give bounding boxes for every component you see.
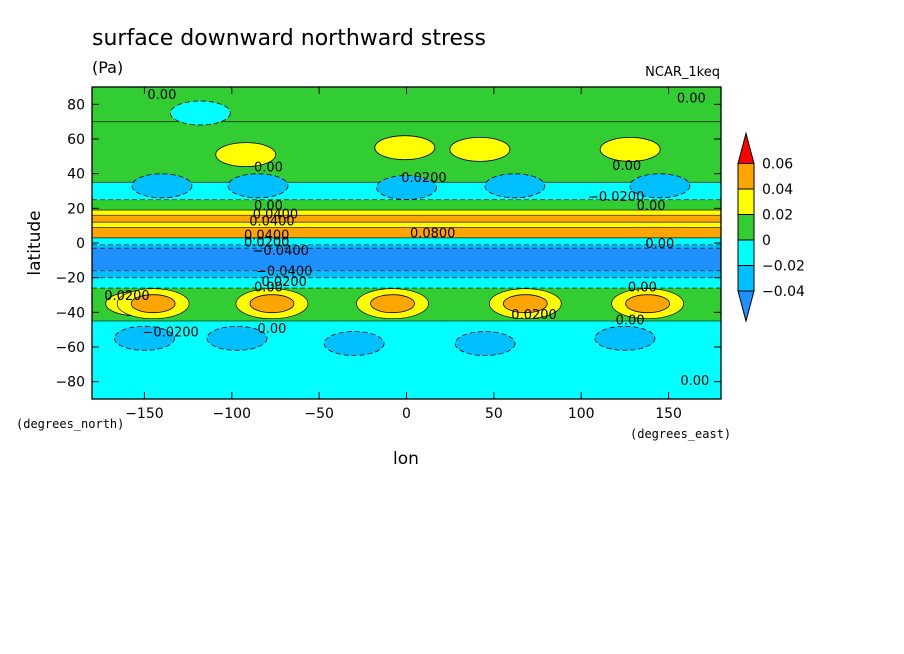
contour-cell — [449, 136, 511, 162]
contour-cell — [625, 294, 671, 314]
contour-cell — [594, 325, 656, 351]
colorbar-label: 0 — [762, 233, 771, 249]
contour-value-label: 0.0400 — [253, 208, 299, 223]
model-label: NCAR_1keq — [645, 65, 720, 80]
contour-cell — [454, 331, 516, 356]
y-tick-label: −80 — [55, 375, 85, 391]
y-tick-label: 80 — [67, 97, 85, 113]
contour-cell — [629, 173, 691, 199]
contour-value-label: 0.0200 — [401, 171, 447, 186]
contour-value-label: 0.00 — [254, 280, 283, 295]
chart-title: surface downward northward stress — [92, 26, 486, 51]
contour-value-label: 0.0800 — [410, 227, 456, 242]
contour-label-layer: 0.00 0.000.000.02000.00−0.02000.000.000.0… — [104, 88, 709, 389]
y-units-label: (degrees_north) — [16, 417, 124, 431]
contour-cell — [502, 294, 548, 314]
x-units-label: (degrees_east) — [630, 427, 731, 441]
contour-cell — [599, 136, 661, 162]
y-axis-label: latitude — [25, 210, 45, 275]
x-tick-label: −150 — [125, 406, 163, 422]
x-axis-label: lon — [393, 449, 419, 469]
colorbar-cell — [737, 188, 755, 215]
y-tick-label: −20 — [55, 271, 85, 287]
contour-value-label: 0.00 — [645, 237, 674, 252]
colorbar-label: 0.06 — [762, 157, 793, 173]
filled-contour-layer — [92, 87, 721, 399]
contour-value-label: 0.0200 — [261, 275, 307, 290]
y-axis: 80 60 40 20 0 −20 −40 −60 −80 — [55, 97, 721, 391]
contour-value-label: 0.00 — [612, 159, 641, 174]
contour-value-label: 0.00 — [616, 313, 645, 328]
contour-value-label: 0.00 — [628, 280, 657, 295]
y-tick-label: 0 — [76, 236, 85, 252]
units-label: (Pa) — [92, 58, 123, 77]
contour-band — [92, 222, 721, 228]
contour-value-label: 0.00 — [680, 374, 709, 389]
contour-band — [92, 215, 721, 223]
contour-band — [92, 244, 721, 249]
contour-value-label: 0.00 — [257, 322, 286, 337]
colorbar-cell — [737, 214, 755, 241]
contour-value-label: 0.0200 — [244, 235, 290, 250]
x-tick-label: −50 — [304, 406, 334, 422]
contour-band — [92, 248, 721, 271]
plot-area: 0.00 0.000.000.02000.00−0.02000.000.000.0… — [91, 86, 722, 400]
colorbar-cell — [737, 265, 755, 292]
contour-cell — [374, 135, 436, 161]
x-tick-label: 0 — [402, 406, 411, 422]
contour-cell — [484, 173, 546, 199]
contour-cell — [206, 325, 268, 351]
y-tick-label: −40 — [55, 305, 85, 321]
contour-band — [92, 227, 721, 238]
y-tick-label: 60 — [67, 132, 85, 148]
x-tick-label: 100 — [568, 406, 595, 422]
contour-value-label: 0.0200 — [104, 289, 150, 304]
contour-value-label: 0.0400 — [249, 214, 295, 229]
contour-cell — [227, 173, 289, 199]
contour-cell — [376, 175, 437, 200]
contour-value-label: 0.0400 — [244, 228, 290, 243]
contour-band — [92, 277, 721, 289]
colorbar-label: −0.02 — [762, 259, 805, 275]
contour-band — [92, 199, 721, 211]
contour-value-label: 0.00 — [637, 199, 666, 214]
contour-cell — [323, 331, 385, 356]
colorbar-label: 0.02 — [762, 208, 793, 224]
y-tick-label: 20 — [67, 201, 85, 217]
contour-value-label: 0.0200 — [511, 308, 557, 323]
colorbar-label: 0.04 — [762, 182, 793, 198]
contour-cell — [169, 100, 231, 126]
y-tick-label: −60 — [55, 340, 85, 356]
contour-cell — [114, 325, 175, 351]
x-tick-label: 50 — [485, 406, 503, 422]
x-tick-label: −100 — [213, 406, 251, 422]
contour-value-label: −0.0200 — [142, 325, 198, 340]
colorbar-label: −0.04 — [762, 284, 805, 300]
contour-cell — [131, 173, 193, 199]
contour-value-label: 0.00 — [677, 91, 706, 106]
x-axis: −150 −100 −50 0 50 100 150 — [125, 87, 682, 422]
colorbar-cell — [737, 290, 755, 323]
contour-value-label: 0.00 — [254, 161, 283, 176]
contour-value-label: −0.0400 — [256, 265, 312, 280]
contour-value-label: 0.00 — [254, 199, 283, 214]
contour-cell — [215, 142, 277, 168]
colorbar-cell — [737, 239, 755, 266]
contour-cell — [249, 294, 295, 314]
contour-value-label: −0.0400 — [253, 244, 309, 259]
contour-value-label: 0.00 — [147, 88, 176, 103]
x-tick-label: 150 — [655, 406, 682, 422]
contour-value-label: −0.0200 — [588, 190, 644, 205]
contour-cell — [370, 294, 415, 314]
colorbar: 0.06 0.04 0.02 0 −0.02 −0.04 — [737, 131, 805, 323]
y-tick-label: 40 — [67, 167, 85, 183]
contour-band — [92, 270, 721, 278]
contour-band — [92, 237, 721, 245]
contour-cell — [130, 294, 176, 314]
contour-band — [92, 210, 721, 216]
colorbar-cell — [737, 163, 755, 190]
